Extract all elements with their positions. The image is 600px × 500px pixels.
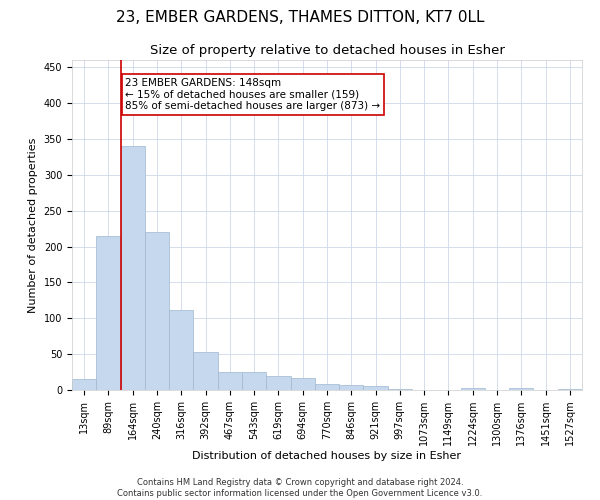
Title: Size of property relative to detached houses in Esher: Size of property relative to detached ho… (149, 44, 505, 58)
Bar (364, 386, 388, 390)
Bar (242, 372, 266, 390)
Bar (388, 388, 412, 390)
Bar (145, 232, 169, 390)
Bar (121, 146, 145, 390)
Text: Contains HM Land Registry data © Crown copyright and database right 2024.
Contai: Contains HM Land Registry data © Crown c… (118, 478, 482, 498)
Bar (509, 388, 533, 390)
Bar (96, 236, 121, 390)
Bar (558, 388, 582, 390)
Bar (72, 379, 96, 390)
Bar (315, 384, 339, 390)
Bar (169, 310, 193, 390)
X-axis label: Distribution of detached houses by size in Esher: Distribution of detached houses by size … (193, 451, 461, 461)
Text: 23, EMBER GARDENS, THAMES DITTON, KT7 0LL: 23, EMBER GARDENS, THAMES DITTON, KT7 0L… (116, 10, 484, 25)
Bar (193, 352, 218, 390)
Text: 23 EMBER GARDENS: 148sqm
← 15% of detached houses are smaller (159)
85% of semi-: 23 EMBER GARDENS: 148sqm ← 15% of detach… (125, 78, 380, 111)
Bar (218, 372, 242, 390)
Bar (339, 385, 364, 390)
Bar (290, 378, 315, 390)
Bar (461, 388, 485, 390)
Bar (266, 376, 290, 390)
Y-axis label: Number of detached properties: Number of detached properties (28, 138, 38, 312)
